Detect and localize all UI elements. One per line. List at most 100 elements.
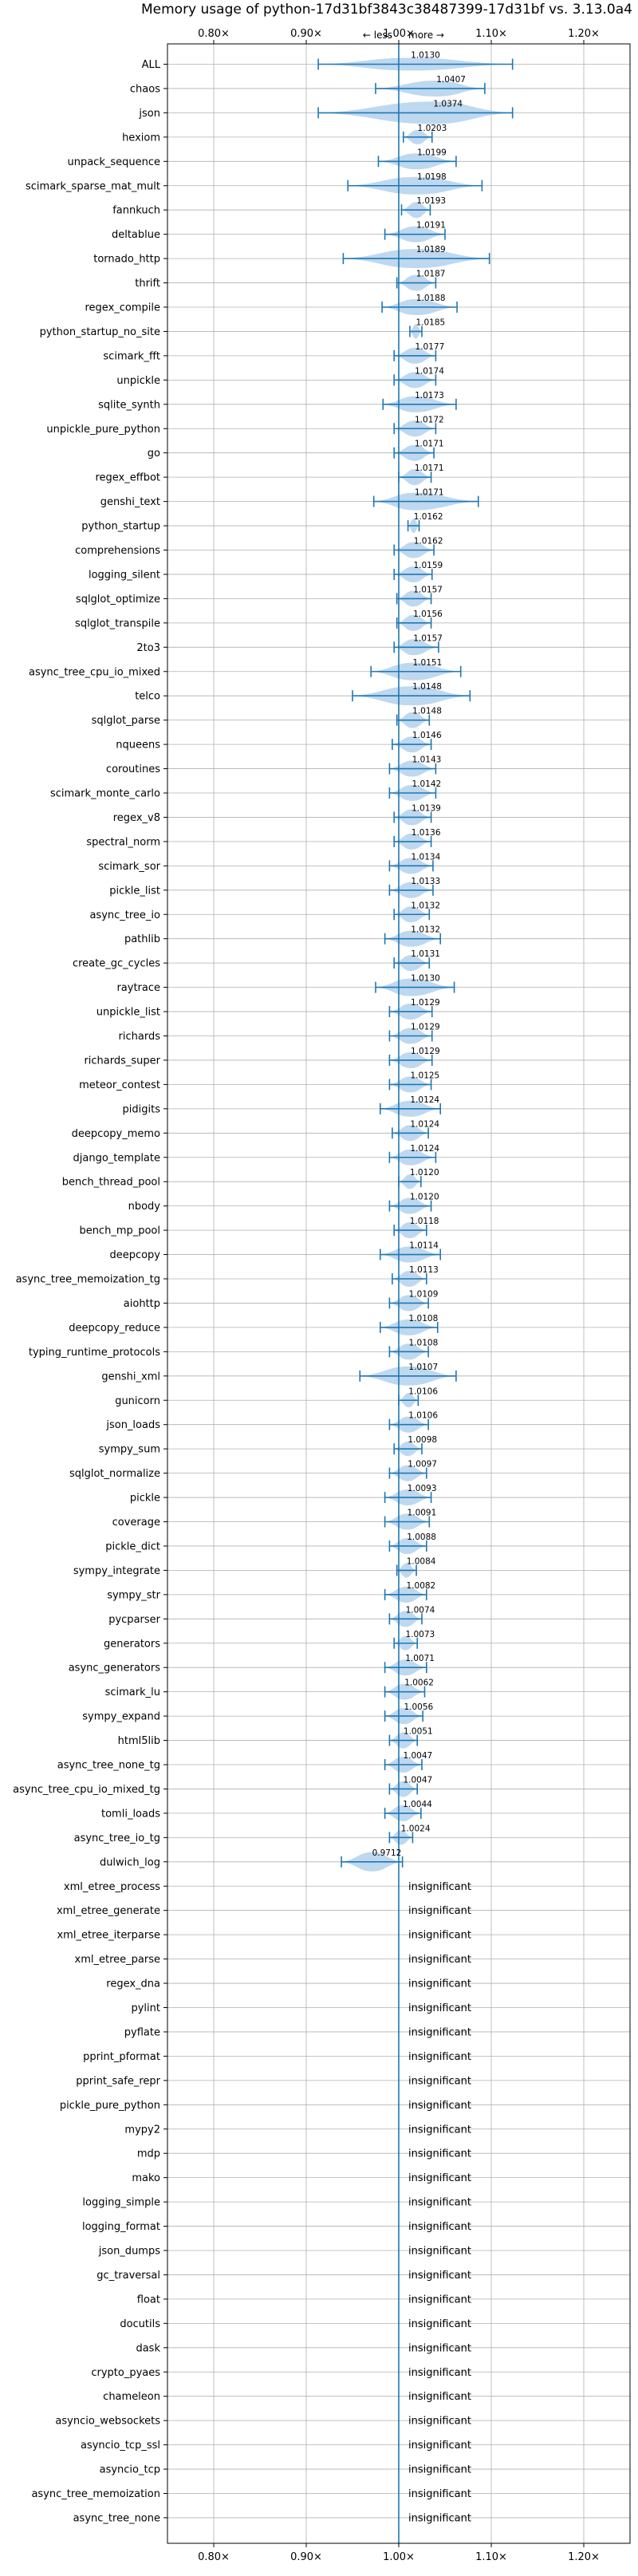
data-value-label: 1.0056 xyxy=(404,1702,433,1712)
category-label: regex_effbot xyxy=(95,472,160,484)
insignificant-label: insignificant xyxy=(408,1881,471,1893)
category-label: genshi_xml xyxy=(101,1371,160,1383)
data-value-label: 1.0193 xyxy=(416,196,446,206)
data-value-label: 1.0151 xyxy=(413,658,443,668)
data-value-label: 1.0188 xyxy=(416,294,446,303)
data-value-label: 1.0374 xyxy=(433,99,463,108)
category-label: docutils xyxy=(120,2318,160,2330)
category-label: telco xyxy=(135,691,160,703)
category-label: pickle_dict xyxy=(105,1540,160,1552)
category-label: sqlglot_transpile xyxy=(75,617,160,629)
data-value-label: 1.0024 xyxy=(401,1824,431,1833)
category-label: dulwich_log xyxy=(100,1856,160,1868)
violin-series xyxy=(317,57,514,1872)
category-label: pickle_list xyxy=(109,885,160,897)
category-label: unpickle_list xyxy=(96,1007,160,1019)
category-label: nbody xyxy=(128,1201,161,1213)
data-value-label: 1.0044 xyxy=(403,1800,432,1809)
data-value-label: 1.0148 xyxy=(412,707,442,716)
category-label: pathlib xyxy=(124,933,160,945)
category-label: json xyxy=(138,108,160,120)
category-label: 2to3 xyxy=(136,642,160,654)
insignificant-label: insignificant xyxy=(408,2464,471,2476)
category-label: bench_thread_pool xyxy=(62,1177,160,1189)
category-label: richards xyxy=(119,1031,161,1043)
category-label: coverage xyxy=(112,1517,160,1529)
data-value-label: 1.0171 xyxy=(415,440,444,449)
category-label: json_loads xyxy=(105,1419,160,1431)
more-hint-label: more → xyxy=(408,30,444,41)
category-label: logging_simple xyxy=(82,2197,160,2209)
insignificant-label: insignificant xyxy=(408,1978,471,1990)
insignificant-label: insignificant xyxy=(408,2367,471,2379)
data-value-label: 1.0047 xyxy=(403,1775,432,1785)
category-label: comprehensions xyxy=(75,545,160,557)
data-value-label: 1.0136 xyxy=(412,828,441,838)
data-value-label: 1.0082 xyxy=(407,1581,436,1591)
insignificant-label: insignificant xyxy=(408,2440,471,2452)
data-value-label: 1.0171 xyxy=(415,464,444,473)
category-label: asyncio_tcp xyxy=(100,2464,160,2476)
category-label: nqueens xyxy=(116,740,160,751)
insignificant-label: insignificant xyxy=(408,2294,471,2306)
x-tick-label-top: 1.00× xyxy=(383,28,415,40)
data-value-label: 1.0106 xyxy=(408,1411,438,1421)
data-value-label: 1.0124 xyxy=(410,1095,439,1105)
category-label: dask xyxy=(136,2342,160,2354)
category-label: pickle_pure_python xyxy=(60,2100,160,2112)
data-value-label: 1.0191 xyxy=(416,221,446,231)
data-value-label: 1.0131 xyxy=(411,949,440,959)
x-tick-label-bottom: 0.90× xyxy=(290,2551,322,2563)
data-value-label: 1.0124 xyxy=(410,1144,439,1154)
x-tick-label-bottom: 0.80× xyxy=(198,2551,230,2563)
category-label: pprint_safe_repr xyxy=(76,2075,160,2087)
data-value-label: 1.0134 xyxy=(412,852,441,862)
category-label: unpickle_pure_python xyxy=(46,424,160,436)
data-value-label: 1.0132 xyxy=(411,925,440,935)
data-value-label: 1.0146 xyxy=(412,731,442,740)
category-label: async_tree_io xyxy=(89,909,160,921)
insignificant-label: insignificant xyxy=(408,2246,471,2258)
insignificant-label: insignificant xyxy=(408,2416,471,2428)
category-label: html5lib xyxy=(118,1735,160,1747)
data-value-label: 1.0162 xyxy=(414,512,443,522)
category-label: logging_silent xyxy=(89,569,160,581)
category-label: sympy_integrate xyxy=(73,1565,160,1577)
category-label: python_startup_no_site xyxy=(40,326,160,338)
insignificant-label: insignificant xyxy=(408,2124,471,2136)
x-tick-label-bottom: 1.00× xyxy=(383,2551,415,2563)
data-value-label: 1.0071 xyxy=(405,1654,435,1663)
category-label: asyncio_tcp_ssl xyxy=(81,2440,160,2452)
data-value-label: 1.0120 xyxy=(410,1168,439,1178)
x-tick-label-top: 0.90× xyxy=(290,28,322,40)
category-label: regex_compile xyxy=(85,302,160,314)
data-value-label: 1.0174 xyxy=(415,366,444,376)
category-label: pylint xyxy=(131,2002,160,2014)
insignificant-label: insignificant xyxy=(408,2342,471,2354)
data-value-label: 1.0106 xyxy=(408,1387,438,1396)
data-value-label: 1.0051 xyxy=(404,1727,433,1737)
category-label: async_tree_none_tg xyxy=(57,1760,160,1772)
category-label: typing_runtime_protocols xyxy=(29,1347,160,1359)
data-value-label: 1.0108 xyxy=(409,1314,439,1324)
data-value-label: 1.0162 xyxy=(414,537,443,546)
insignificant-label: insignificant xyxy=(408,2512,471,2524)
data-value-label: 1.0120 xyxy=(410,1193,439,1202)
category-label: pycparser xyxy=(108,1614,160,1626)
category-label: asyncio_websockets xyxy=(55,2416,160,2428)
category-label: gc_traversal xyxy=(96,2270,160,2282)
category-label: xml_etree_generate xyxy=(57,1905,160,1917)
data-value-label: 1.0114 xyxy=(409,1241,439,1251)
category-label: richards_super xyxy=(84,1055,160,1067)
category-label: scimark_sor xyxy=(98,861,160,873)
category-label: deepcopy_memo xyxy=(72,1128,160,1140)
category-label: xml_etree_process xyxy=(64,1881,160,1893)
insignificant-label: insignificant xyxy=(408,2148,471,2160)
category-label: ALL xyxy=(142,59,161,71)
category-label: hexiom xyxy=(122,132,160,144)
category-label: tomli_loads xyxy=(101,1808,160,1820)
category-label: go xyxy=(148,448,160,460)
category-label: sympy_sum xyxy=(99,1444,160,1456)
category-label: async_tree_io_tg xyxy=(74,1832,160,1844)
